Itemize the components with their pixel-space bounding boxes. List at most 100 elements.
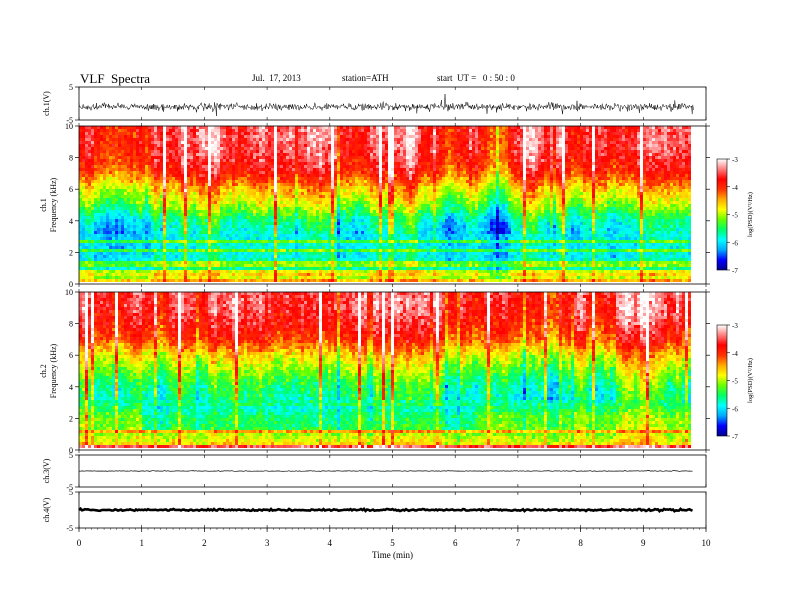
ch1-spectrogram-cell bbox=[493, 135, 496, 138]
ch1-spectrogram-cell bbox=[217, 177, 220, 180]
ch1-spectrogram-cell bbox=[571, 144, 574, 147]
ch1-spectrogram-cell bbox=[646, 147, 649, 150]
ch1-spectrogram-cell bbox=[250, 171, 253, 174]
ch1-spectrogram-cell bbox=[313, 195, 316, 198]
ch1-spectrogram-cell bbox=[505, 144, 508, 147]
ch1-spectrogram-cell bbox=[160, 144, 163, 147]
ch1-spectrogram-cell bbox=[214, 162, 217, 165]
ch1-spectrogram-cell bbox=[82, 135, 85, 138]
ch1-spectrogram-cell bbox=[244, 147, 247, 150]
ch1-spectrogram-cell bbox=[661, 174, 664, 177]
ch1-spectrogram-cell bbox=[301, 171, 304, 174]
ch1-spectrogram-cell bbox=[469, 159, 472, 162]
ch1-spectrogram-cell bbox=[655, 189, 658, 192]
ch1-spectrogram-cell bbox=[469, 195, 472, 198]
ch1-spectrogram-cell bbox=[382, 180, 385, 183]
ch1-spectrogram-cell bbox=[247, 129, 250, 132]
ch1-spectrogram-cell bbox=[154, 162, 157, 165]
ch1-spectrogram-cell bbox=[334, 150, 337, 153]
ch1-spectrogram-cell bbox=[439, 189, 442, 192]
ch1-spectrogram-cell bbox=[115, 153, 118, 156]
ch1-spectrogram-cell bbox=[196, 129, 199, 132]
ch1-spectrogram-cell bbox=[88, 177, 91, 180]
ch1-spectrogram-cell bbox=[388, 162, 391, 165]
ch1-spectrogram-cell bbox=[232, 174, 235, 177]
ch1-spectrogram-cell bbox=[685, 138, 688, 141]
ch1-spectrogram-cell bbox=[184, 144, 187, 147]
ch1-spectrogram-cell bbox=[526, 177, 529, 180]
ch1-spectrogram-cell bbox=[256, 141, 259, 144]
ch1-spectrogram-cell bbox=[277, 174, 280, 177]
ch1-spectrogram-cell bbox=[523, 138, 526, 141]
ch1-spectrogram-cell bbox=[127, 159, 130, 162]
ch1-spectrogram-cell bbox=[436, 132, 439, 135]
ch1-spectrogram-cell bbox=[463, 174, 466, 177]
ch1-spectrogram-cell bbox=[322, 165, 325, 168]
ch1-spectrogram-cell bbox=[343, 165, 346, 168]
ch1-spectrogram-cell bbox=[514, 153, 517, 156]
ch1-spectrogram-cell bbox=[400, 174, 403, 177]
ch1-spectrogram-cell bbox=[463, 192, 466, 195]
ch1-spectrogram-cell bbox=[331, 156, 334, 159]
ch1-spectrogram-cell bbox=[118, 195, 121, 198]
ch1-spectrogram-cell bbox=[244, 165, 247, 168]
ch1-spectrogram-cell bbox=[304, 168, 307, 171]
ch1-spectrogram-cell bbox=[205, 129, 208, 132]
ch1-spectrogram-cell bbox=[442, 192, 445, 195]
ch1-spectrogram-cell bbox=[211, 168, 214, 171]
ch1-spectrogram-cell bbox=[676, 132, 679, 135]
ch1-spectrogram-cell bbox=[589, 132, 592, 135]
ch1-spectrogram-cell bbox=[325, 195, 328, 198]
ch1-spectrogram-cell bbox=[517, 159, 520, 162]
ch1-spectrogram-cell bbox=[79, 198, 82, 201]
ch1-spectrogram-cell bbox=[196, 174, 199, 177]
ch1-spectrogram-cell bbox=[376, 162, 379, 165]
ch1-spectrogram-cell bbox=[322, 132, 325, 135]
ch1-spectrogram-cell bbox=[163, 180, 166, 183]
ch1-spectrogram-cell bbox=[397, 177, 400, 180]
ch1-spectrogram-cell bbox=[397, 159, 400, 162]
ch1-spectrogram-cell bbox=[652, 135, 655, 138]
ch1-spectrogram-cell bbox=[211, 162, 214, 165]
ch1-spectrogram-cell bbox=[613, 150, 616, 153]
ch1-spectrogram-cell bbox=[559, 144, 562, 147]
ch1-spectrogram-cell bbox=[112, 189, 115, 192]
ch1-spectrogram-cell bbox=[610, 192, 613, 195]
ch1-spectrogram-cell bbox=[325, 129, 328, 132]
ch1-spectrogram-cell bbox=[619, 186, 622, 189]
ch1-spectrogram-cell bbox=[580, 150, 583, 153]
ch1-spectrogram-cell bbox=[508, 147, 511, 150]
ch1-spectrogram-cell bbox=[355, 144, 358, 147]
ch1-spectrogram-cell bbox=[442, 126, 445, 129]
ch1-spectrogram-cell bbox=[478, 159, 481, 162]
ch1-spectrogram-cell bbox=[199, 156, 202, 159]
ch1-spectrogram-cell bbox=[148, 171, 151, 174]
ch1-spectrogram-cell bbox=[244, 180, 247, 183]
ch1-spectrogram-cell bbox=[214, 180, 217, 183]
ch1-spectrogram-cell bbox=[187, 189, 190, 192]
ch1-spectrogram-cell bbox=[556, 138, 559, 141]
ch1-spectrogram-cell bbox=[280, 150, 283, 153]
ch1-spectrogram-cell bbox=[661, 144, 664, 147]
ch1-spectrogram-cell bbox=[250, 165, 253, 168]
ch1-spectrogram-cell bbox=[478, 156, 481, 159]
ch1-spectrogram-cell bbox=[250, 192, 253, 195]
ch1-spectrogram-cell bbox=[319, 144, 322, 147]
ch1-spectrogram-cell bbox=[175, 174, 178, 177]
ch1-spectrogram-cell bbox=[190, 177, 193, 180]
ch1-spectrogram-cell bbox=[85, 135, 88, 138]
ch1-spectrogram-cell bbox=[478, 165, 481, 168]
ch1-spectrogram-cell bbox=[346, 159, 349, 162]
ch1-spectrogram-cell bbox=[283, 156, 286, 159]
ch1-spectrogram-cell bbox=[592, 144, 595, 147]
ch1-spectrogram-cell bbox=[358, 189, 361, 192]
ch1-spectrogram-cell bbox=[283, 186, 286, 189]
ch1-spectrogram-cell bbox=[673, 156, 676, 159]
ch1-spectrogram-cell bbox=[178, 156, 181, 159]
ch1-spectrogram-cell bbox=[394, 180, 397, 183]
ch1-spectrogram-cell bbox=[619, 171, 622, 174]
ch1-spectrogram-cell bbox=[112, 198, 115, 201]
ch1-spectrogram-cell bbox=[400, 135, 403, 138]
ch1-spectrogram-cell bbox=[229, 141, 232, 144]
ch1-spectrogram-cell bbox=[688, 195, 691, 198]
